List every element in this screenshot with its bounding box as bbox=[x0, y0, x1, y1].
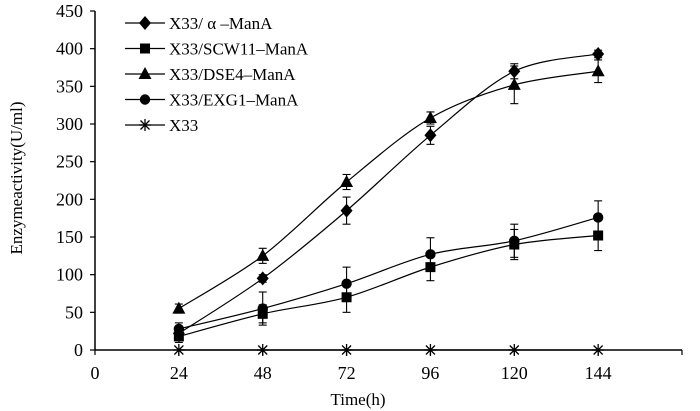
x-tick-label: 120 bbox=[501, 363, 528, 383]
asterisk-stroke bbox=[425, 345, 436, 355]
series-square bbox=[173, 219, 604, 344]
legend-entry: X33/ α –ManA bbox=[125, 14, 273, 33]
data-point bbox=[425, 249, 436, 260]
x-tick-label: 96 bbox=[421, 363, 439, 383]
x-tick-label: 0 bbox=[91, 363, 100, 383]
asterisk-stroke bbox=[140, 120, 150, 130]
data-point bbox=[341, 278, 352, 289]
asterisk-stroke bbox=[509, 345, 520, 355]
asterisk-stroke bbox=[341, 345, 352, 355]
series-line bbox=[178, 216, 599, 330]
series-asterisk bbox=[172, 344, 605, 356]
legend-entry: X33/SCW11–ManA bbox=[125, 40, 309, 59]
data-point bbox=[172, 344, 185, 356]
legend-label: X33 bbox=[169, 116, 198, 135]
data-point bbox=[257, 303, 268, 314]
legend: X33/ α –ManA X33/SCW11–ManA X33/DSE4–ManA X… bbox=[125, 14, 309, 135]
x-tick-label: 144 bbox=[585, 363, 612, 383]
x-tick-label: 24 bbox=[170, 363, 188, 383]
legend-marker bbox=[139, 16, 151, 30]
x-tick-label: 48 bbox=[254, 363, 272, 383]
data-point bbox=[592, 344, 605, 356]
series-triangle bbox=[172, 59, 605, 314]
asterisk-stroke bbox=[593, 345, 604, 355]
data-point bbox=[173, 331, 184, 342]
data-point bbox=[509, 235, 520, 246]
y-tick-label: 300 bbox=[56, 114, 83, 134]
y-axis-title: Enzymeactivity(U/ml) bbox=[7, 102, 26, 255]
data-point bbox=[340, 203, 353, 218]
data-point bbox=[256, 271, 269, 286]
x-axis-title: Time(h) bbox=[330, 390, 385, 409]
y-tick-label: 250 bbox=[56, 152, 83, 172]
legend-entry: X33/EXG1–ManA bbox=[125, 91, 299, 110]
legend-entry: X33 bbox=[125, 116, 198, 135]
legend-marker bbox=[139, 94, 151, 105]
legend-label: X33/EXG1–ManA bbox=[169, 91, 299, 110]
data-point bbox=[424, 128, 437, 143]
data-point bbox=[340, 175, 354, 188]
x-tick-label: 72 bbox=[338, 363, 356, 383]
y-tick-label: 350 bbox=[56, 76, 83, 96]
y-tick-label: 450 bbox=[56, 1, 83, 21]
data-point bbox=[173, 323, 185, 335]
legend-label: X33/ α –ManA bbox=[169, 14, 273, 33]
legend-entry: X33/DSE4–ManA bbox=[125, 65, 296, 84]
data-point bbox=[423, 110, 437, 123]
series-circle bbox=[173, 200, 604, 336]
data-point bbox=[424, 344, 437, 356]
asterisk-stroke bbox=[173, 345, 184, 355]
data-point bbox=[256, 344, 269, 356]
y-tick-label: 150 bbox=[56, 227, 83, 247]
data-point bbox=[172, 301, 186, 314]
legend-marker bbox=[138, 67, 152, 79]
legend-label: X33/SCW11–ManA bbox=[169, 40, 309, 59]
series-line bbox=[178, 234, 599, 338]
data-point bbox=[340, 344, 353, 356]
y-tick-label: 0 bbox=[74, 340, 83, 360]
axes: 0 50 100 150 200 250 300 350 400 450 0 24 48 72 96 120 1… bbox=[56, 1, 683, 383]
y-tick-label: 100 bbox=[56, 265, 83, 285]
data-point bbox=[591, 64, 605, 77]
data-point bbox=[593, 230, 604, 241]
legend-marker bbox=[140, 43, 150, 54]
y-tick-label: 200 bbox=[56, 189, 83, 209]
series-layer bbox=[172, 46, 605, 356]
data-point bbox=[256, 248, 270, 261]
data-point bbox=[507, 77, 521, 90]
y-tick-label: 50 bbox=[65, 302, 83, 322]
data-point bbox=[592, 46, 605, 61]
y-tick-label: 400 bbox=[56, 39, 83, 59]
asterisk-stroke bbox=[257, 345, 268, 355]
legend-marker bbox=[139, 119, 151, 131]
legend-label: X33/DSE4–ManA bbox=[169, 65, 296, 84]
data-point bbox=[508, 344, 521, 356]
data-point bbox=[592, 212, 604, 223]
